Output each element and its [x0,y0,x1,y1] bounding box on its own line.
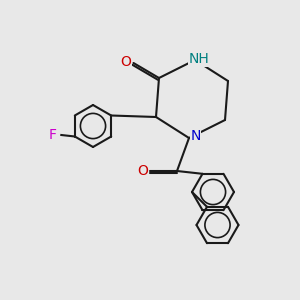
Text: O: O [121,55,131,68]
Text: N: N [190,130,201,143]
Text: NH: NH [189,52,210,66]
Text: O: O [137,164,148,178]
Text: F: F [48,128,56,142]
